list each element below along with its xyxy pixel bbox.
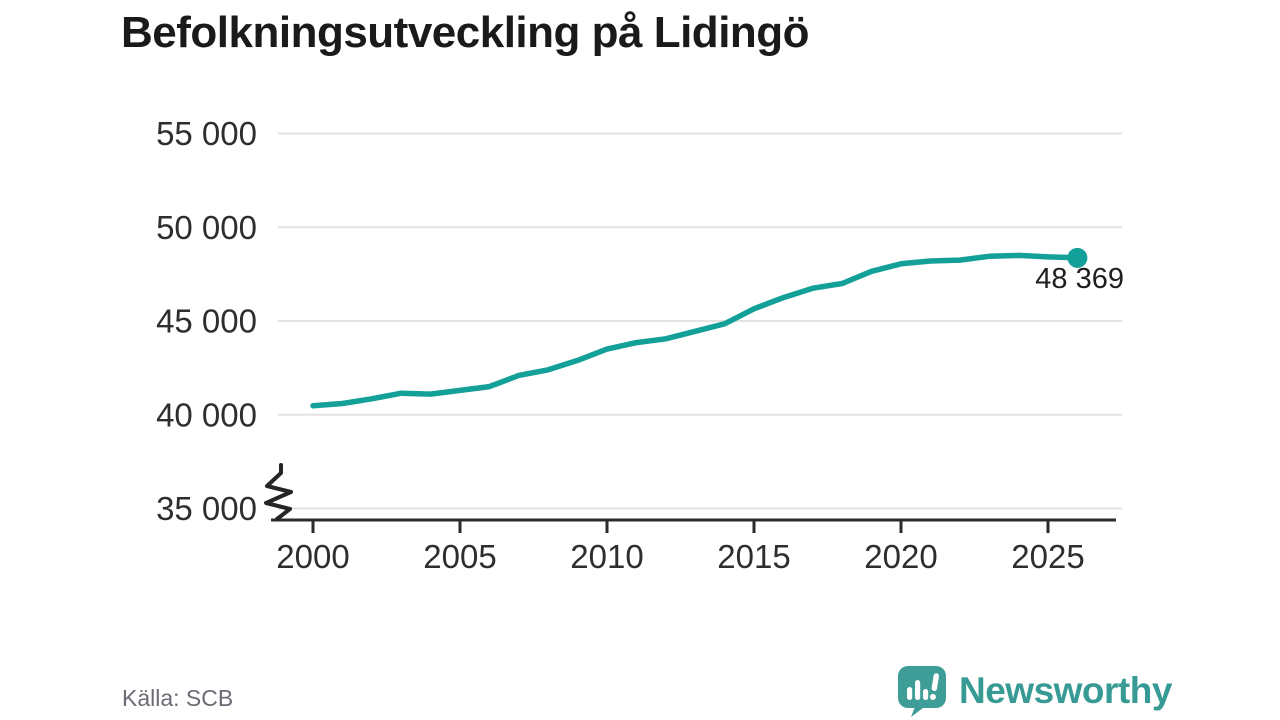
end-value-label: 48 369: [1035, 263, 1124, 295]
population-line: [310, 252, 1081, 409]
x-axis-tick-label: 2020: [864, 538, 937, 575]
newsworthy-chart-speech-bubble-icon: [898, 666, 946, 717]
chart-title: Befolkningsutveckling på Lidingö: [121, 8, 810, 57]
source-label: Källa: SCB: [122, 685, 234, 711]
population-series: [310, 247, 1088, 409]
y-axis-tick-label: 35 000: [156, 490, 257, 527]
y-axis-tick-label: 55 000: [156, 115, 257, 152]
x-axis-tick-label: 2025: [1011, 538, 1084, 575]
y-axis-tick-label: 50 000: [156, 209, 257, 246]
newsworthy-logo: Newsworthy: [896, 664, 1172, 718]
x-axis-tick-label: 2015: [717, 538, 790, 575]
x-axis-tick-label: 2000: [276, 538, 349, 575]
newsworthy-wordmark: Newsworthy: [959, 670, 1172, 711]
x-axis-tick-label: 2010: [570, 538, 643, 575]
y-gridlines: [278, 132, 1122, 510]
line-end-dot: [1067, 247, 1088, 268]
y-axis-tick-label: 40 000: [156, 396, 257, 433]
y-axis-tick-label: 45 000: [156, 303, 257, 340]
x-axis-tick-label: 2005: [423, 538, 496, 575]
y-axis-break-icon: [264, 463, 293, 521]
axis-tick-labels: 55 000 50 000 45 000 40 000 35 000 2000 2005 20…: [156, 115, 1085, 575]
axes: [271, 518, 1116, 533]
